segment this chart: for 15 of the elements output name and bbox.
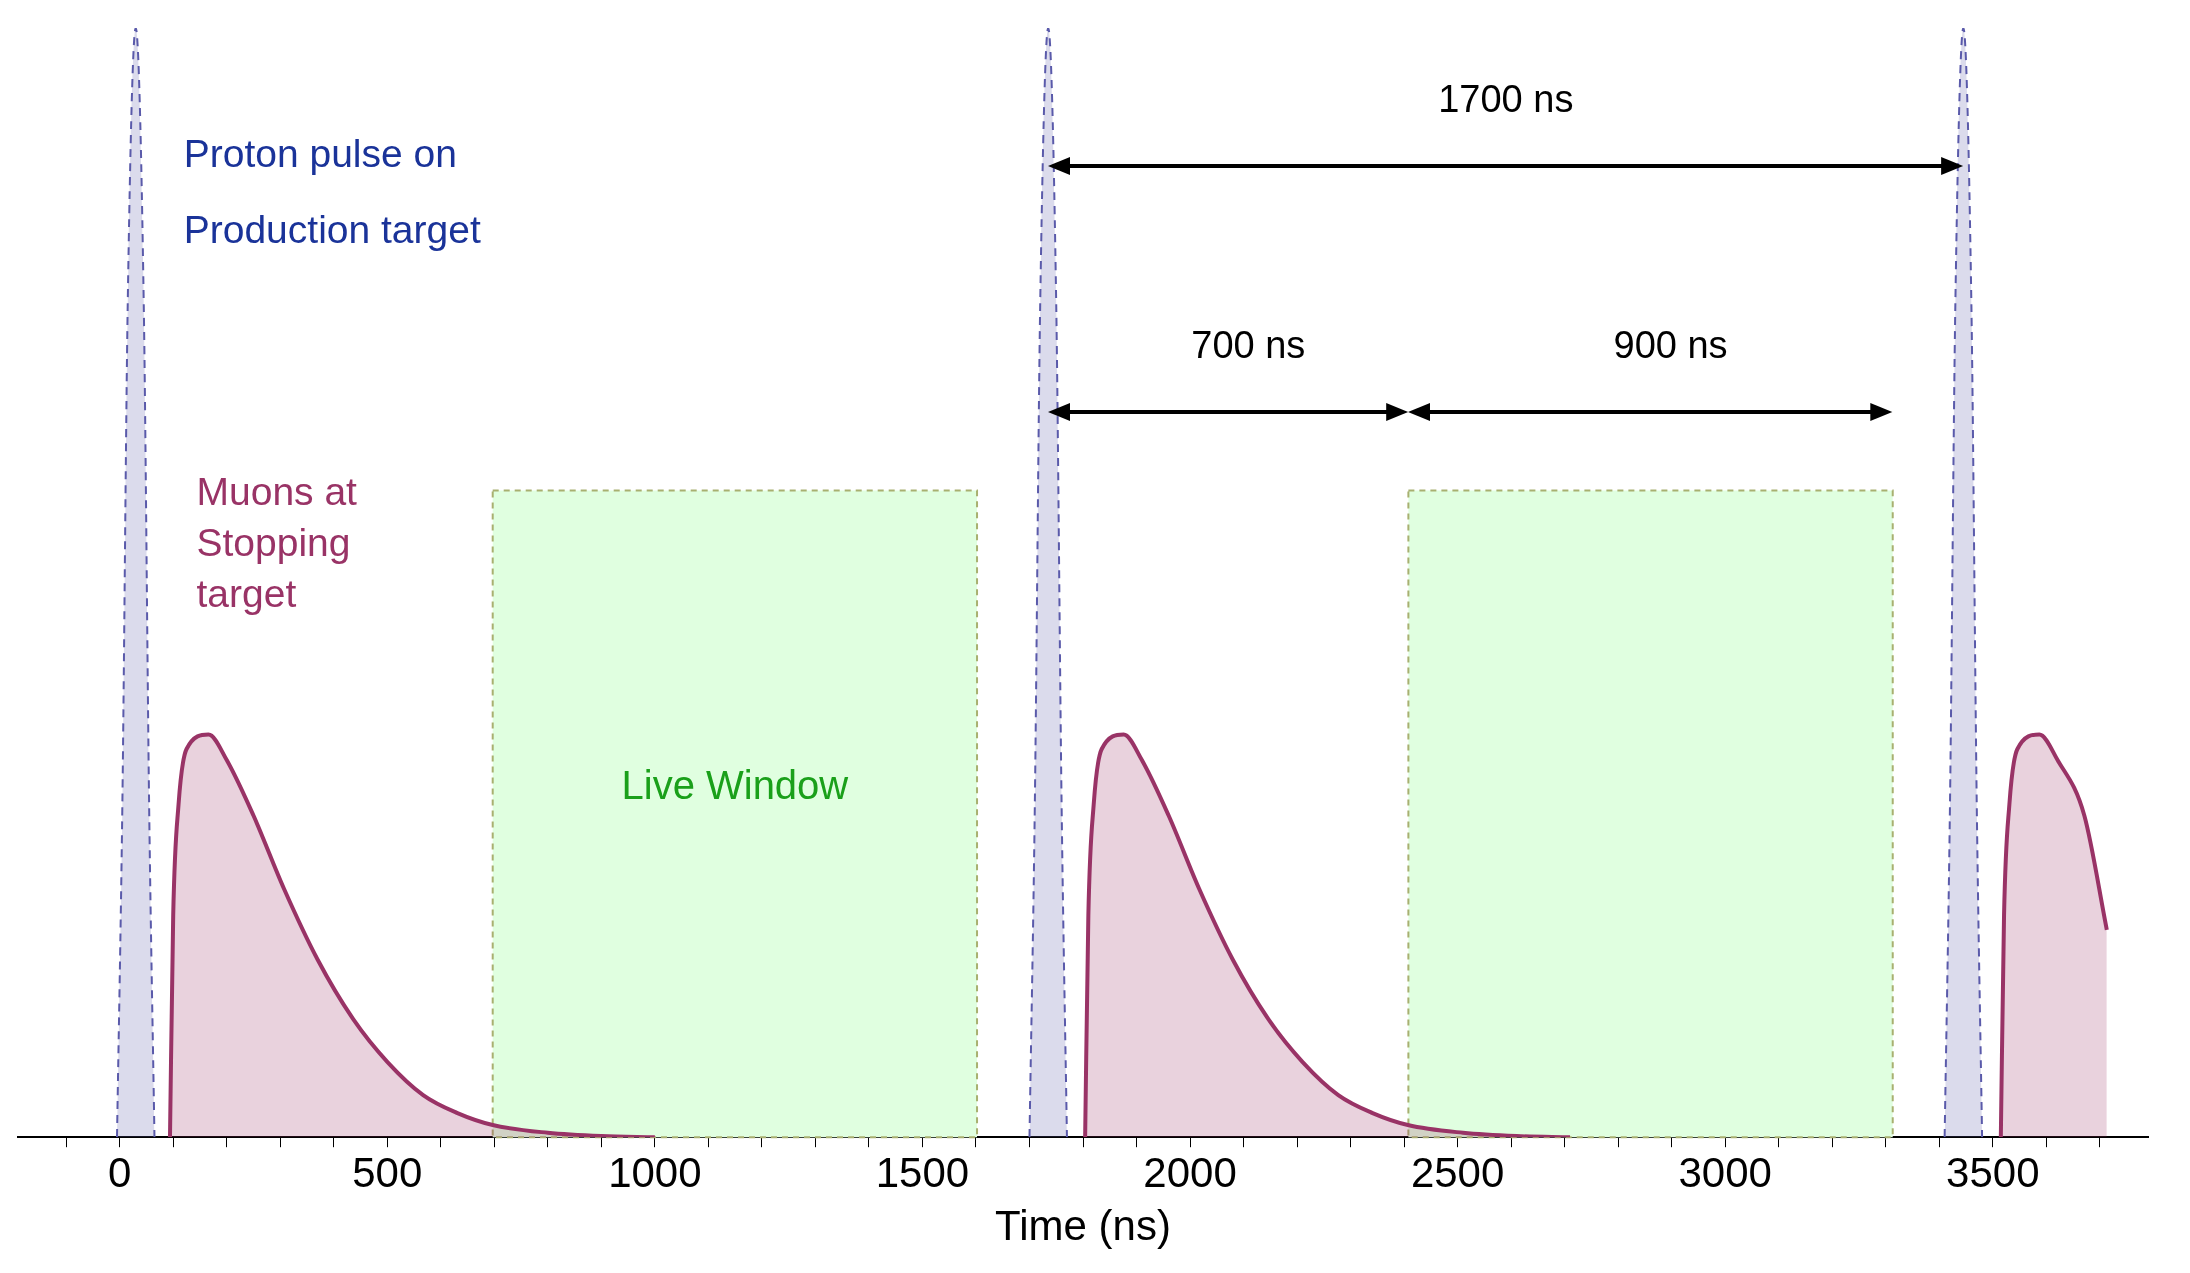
x-tick-label: 3500 [1946, 1148, 2040, 1196]
x-tick-label: 0 [108, 1148, 132, 1196]
x-tick-label: 3000 [1678, 1148, 1772, 1196]
x-axis-title: Time (ns) [995, 1202, 1171, 1250]
x-tick-label: 2000 [1143, 1148, 1237, 1196]
band-label: Live Window [621, 762, 849, 807]
annotation: 900 ns [1613, 324, 1728, 367]
x-tick-label: 1000 [608, 1148, 702, 1196]
x-tick-label: 1500 [875, 1148, 970, 1196]
x-tick-label: 2500 [1410, 1148, 1505, 1196]
text: Muons at Stopping target [196, 470, 358, 616]
annotation: 1700 ns [1438, 78, 1574, 121]
series-label: Proton pulse on Production target [183, 131, 481, 251]
x-tick-label: 500 [352, 1148, 423, 1196]
annotation: 700 ns [1191, 324, 1306, 367]
